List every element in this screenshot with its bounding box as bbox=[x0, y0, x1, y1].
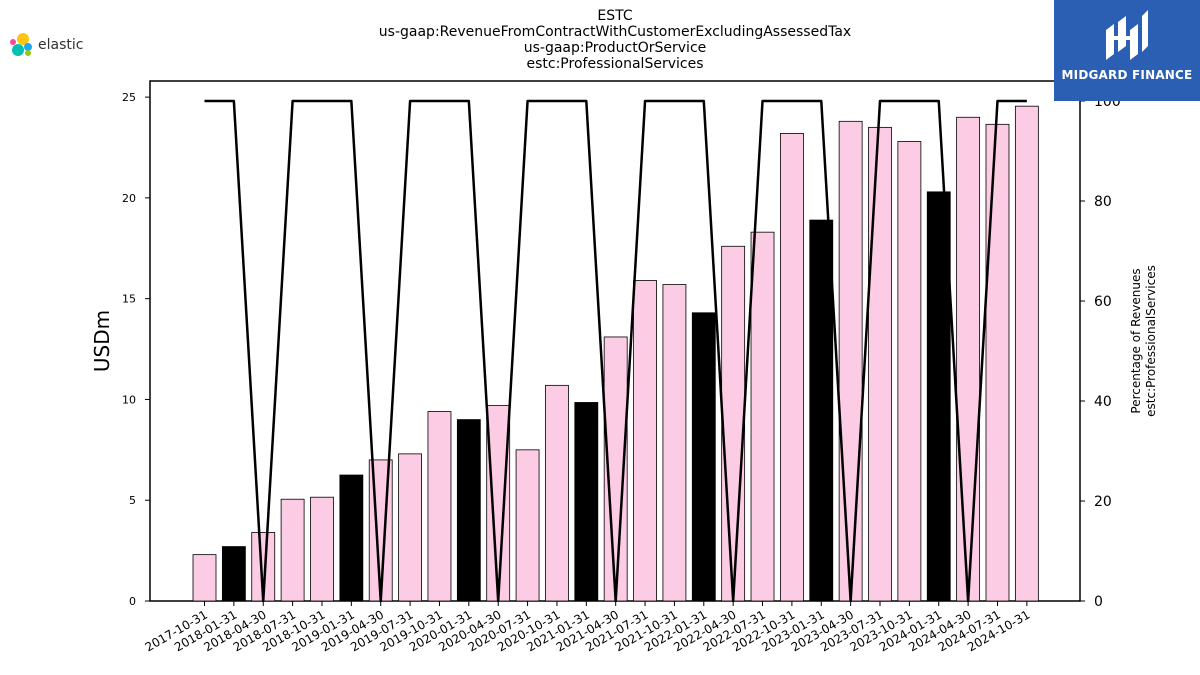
y-tick-label: 5 bbox=[129, 494, 136, 507]
y2-tick-label: 40 bbox=[1094, 394, 1112, 410]
y-tick-label: 10 bbox=[122, 393, 136, 406]
bar-2022-04-30 bbox=[721, 245, 746, 602]
midgard-logo-text: MIDGARD FINANCE bbox=[1061, 68, 1193, 82]
y-tick-label: 15 bbox=[122, 293, 136, 306]
elastic-logo-icon bbox=[10, 33, 32, 56]
y2-axis-label-line-1: Percentage of Revenues bbox=[1129, 268, 1143, 413]
bar-2020-04-30 bbox=[486, 405, 511, 602]
bar-2022-10-31 bbox=[780, 132, 804, 602]
elastic-logo: elastic bbox=[8, 31, 98, 59]
y2-tick-label: 60 bbox=[1094, 294, 1112, 310]
bar-2023-07-31 bbox=[868, 126, 892, 602]
bar-2023-10-31 bbox=[897, 141, 922, 602]
title-line-3: us-gaap:ProductOrService bbox=[524, 40, 707, 56]
bar-2019-07-31 bbox=[398, 453, 422, 602]
bar-2022-07-31 bbox=[750, 231, 775, 602]
bar-2024-07-31 bbox=[985, 123, 1010, 602]
y2-tick-label: 80 bbox=[1094, 194, 1112, 210]
title-line-2: us-gaap:RevenueFromContractWithCustomerE… bbox=[379, 24, 851, 40]
y-axis-label: USDm bbox=[90, 310, 114, 372]
x-axis: 2017-10-312018-01-312018-04-302018-07-31… bbox=[143, 601, 1032, 654]
bar-2017-10-31 bbox=[192, 554, 217, 602]
bars-group bbox=[192, 105, 1039, 602]
title-line-1: ESTC bbox=[597, 8, 632, 24]
bar-2021-10-31 bbox=[662, 284, 687, 602]
bar-2020-07-31 bbox=[515, 449, 540, 602]
bar-2020-01-31 bbox=[456, 419, 481, 602]
y2-tick-label: 0 bbox=[1094, 594, 1103, 610]
midgard-finance-logo: MIDGARD FINANCE bbox=[1054, 0, 1200, 101]
bar-2018-01-31 bbox=[221, 546, 246, 602]
bar-2023-01-31 bbox=[809, 219, 834, 602]
bar-2022-01-31 bbox=[691, 312, 716, 602]
bar-2021-07-31 bbox=[633, 280, 657, 602]
bar-2020-10-31 bbox=[545, 384, 569, 602]
bar-2019-01-31 bbox=[339, 474, 364, 602]
chart-title: ESTC us-gaap:RevenueFromContractWithCust… bbox=[379, 8, 851, 72]
y2-tick-label: 20 bbox=[1094, 494, 1112, 510]
bar-2023-04-30 bbox=[838, 120, 863, 602]
midgard-logo-icon bbox=[1106, 10, 1148, 60]
elastic-logo-text: elastic bbox=[38, 37, 84, 53]
y2-axis-label-line-2: estc:ProfessionalServices bbox=[1144, 265, 1158, 417]
y-tick-label: 20 bbox=[122, 192, 136, 205]
bar-2021-01-31 bbox=[574, 402, 599, 602]
bar-2018-10-31 bbox=[310, 496, 334, 602]
bar-2024-04-30 bbox=[956, 116, 981, 602]
title-line-4: estc:ProfessionalServices bbox=[527, 56, 704, 72]
y-tick-label: 25 bbox=[122, 91, 136, 104]
bar-2024-10-31 bbox=[1014, 105, 1039, 602]
y-axis: 0 5 10 15 20 25 bbox=[122, 91, 150, 608]
bar-2018-07-31 bbox=[280, 498, 305, 602]
bar-2019-10-31 bbox=[427, 411, 452, 602]
y-tick-label: 0 bbox=[129, 595, 136, 608]
